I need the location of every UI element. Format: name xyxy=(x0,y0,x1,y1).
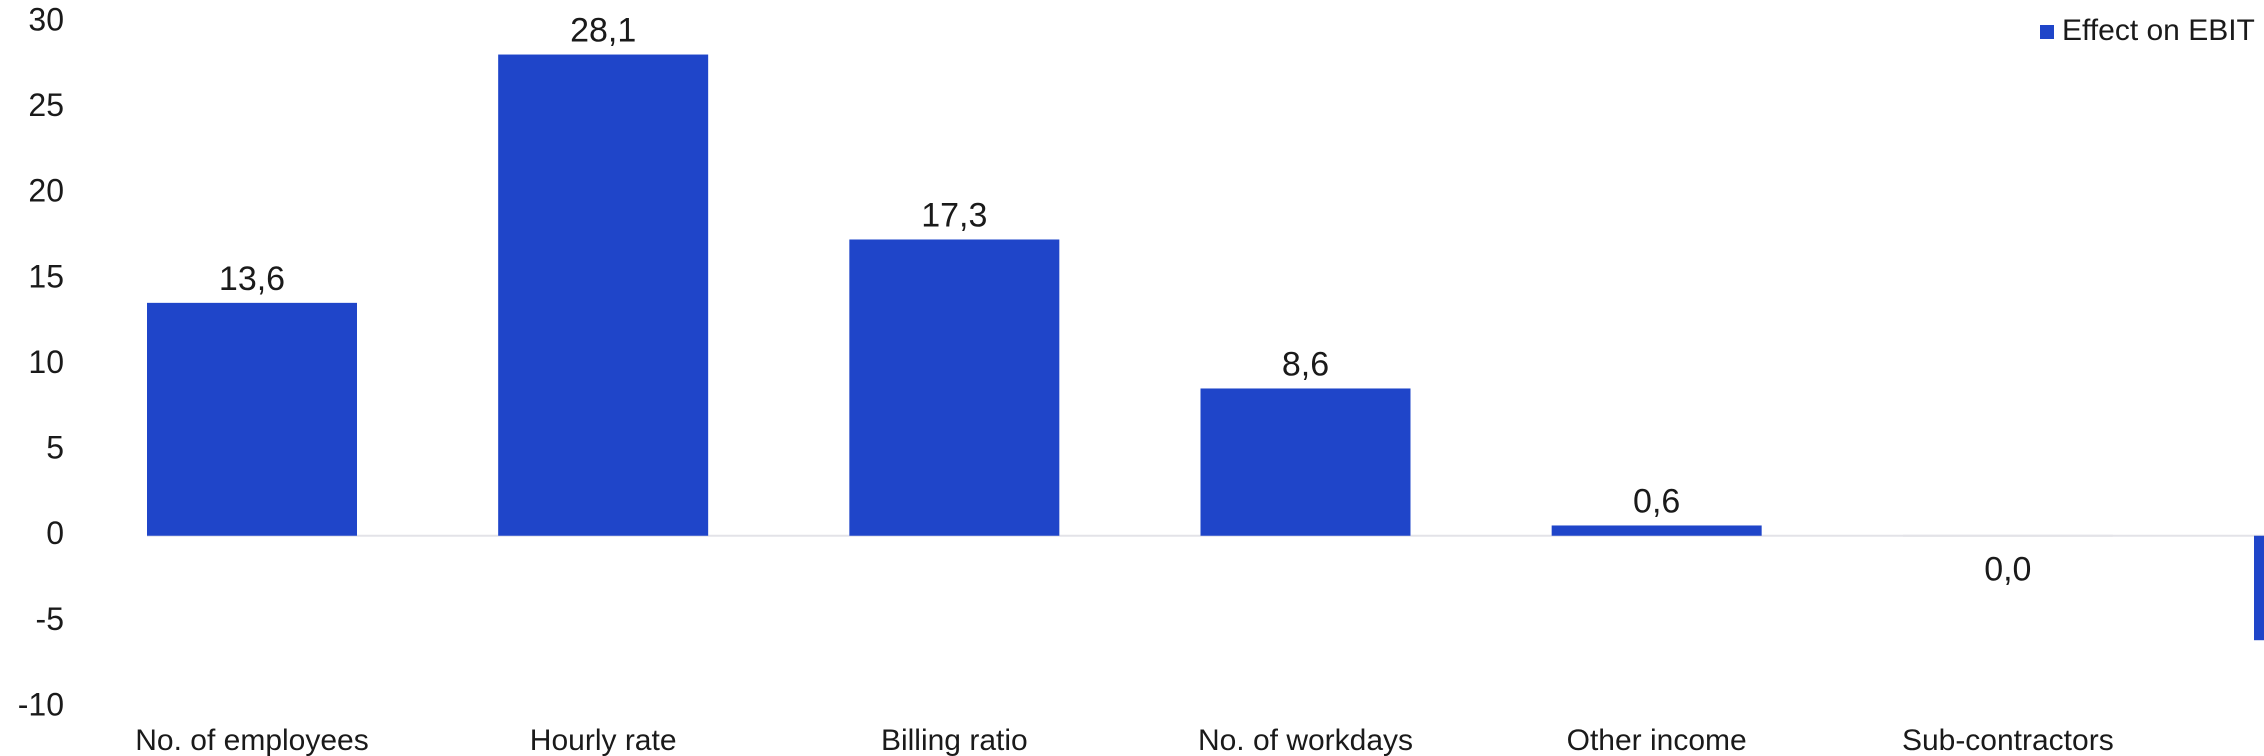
y-tick-label: 5 xyxy=(46,430,64,466)
bar xyxy=(498,54,709,536)
data-label: 17,3 xyxy=(921,196,987,234)
y-tick-label: 30 xyxy=(28,1,64,37)
y-tick-label: 20 xyxy=(28,173,64,209)
bar xyxy=(1200,388,1411,536)
legend-swatch xyxy=(2040,25,2054,39)
x-axis: No. of employees Hourly rate Billing ratio… xyxy=(135,724,2114,756)
data-label: 0,0 xyxy=(1984,551,2031,589)
data-label: 13,6 xyxy=(219,260,285,298)
data-labels: 13,628,117,38,60,60,0-6,1 xyxy=(219,12,2032,589)
x-category-label: No. of employees xyxy=(135,724,368,756)
x-category-label: No. of workdays xyxy=(1198,724,1413,756)
y-tick-label: 25 xyxy=(28,87,64,123)
y-tick-label: 15 xyxy=(28,258,64,294)
y-tick-label: -10 xyxy=(18,686,64,722)
y-tick-label: 0 xyxy=(46,515,64,551)
bar xyxy=(1902,534,2113,537)
bar xyxy=(147,302,357,536)
bar xyxy=(1551,525,1762,536)
x-category-label: Other income xyxy=(1567,724,1747,756)
x-category-label: Hourly rate xyxy=(530,724,677,756)
data-label: 28,1 xyxy=(570,12,636,50)
bar xyxy=(2254,535,2264,641)
y-axis: 30 25 20 15 10 5 0 -5 -10 xyxy=(18,1,64,722)
y-tick-label: -5 xyxy=(36,601,64,637)
legend-label: Effect on EBIT xyxy=(2062,14,2255,47)
data-label: 8,6 xyxy=(1282,345,1329,383)
x-category-label: Sub-contractors xyxy=(1902,724,2114,756)
x-category-label: Billing ratio xyxy=(881,724,1028,756)
bars xyxy=(147,54,2264,641)
bar xyxy=(849,239,1060,536)
y-tick-label: 10 xyxy=(28,344,64,380)
legend: Effect on EBIT xyxy=(2040,14,2255,47)
data-label: 0,6 xyxy=(1633,482,1680,520)
